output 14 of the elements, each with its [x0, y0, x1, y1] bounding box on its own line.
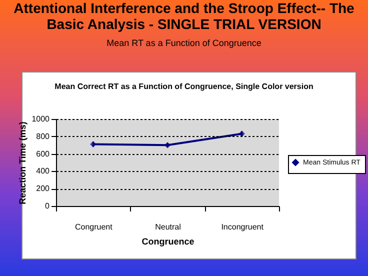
chart-subtitle: Mean RT as a Function of Congruence — [106, 38, 262, 48]
y-tick-label: 0 — [45, 202, 50, 210]
y-axis-title: Reaction Time (ms) — [18, 122, 28, 204]
x-tick-label: Neutral — [155, 222, 182, 232]
y-tick-label: 1000 — [32, 114, 50, 124]
x-axis-title: Congruence — [142, 236, 194, 246]
y-tick-label: 400 — [36, 166, 50, 176]
x-tick-label: Congruent — [74, 222, 114, 232]
y-tick-label: 600 — [36, 149, 50, 158]
chart-title: Attentional Interference and the Stroop Effect-- The Basic Analysis - SINGLE TRIAL VERSION — [14, 0, 355, 32]
y-tick-label: 800 — [36, 132, 50, 141]
x-tick-label: Incongruent — [221, 222, 264, 232]
text: Mean Correct RT as a Function of Congruence, Single Color version — [54, 82, 314, 91]
y-tick-label: 200 — [36, 184, 50, 194]
